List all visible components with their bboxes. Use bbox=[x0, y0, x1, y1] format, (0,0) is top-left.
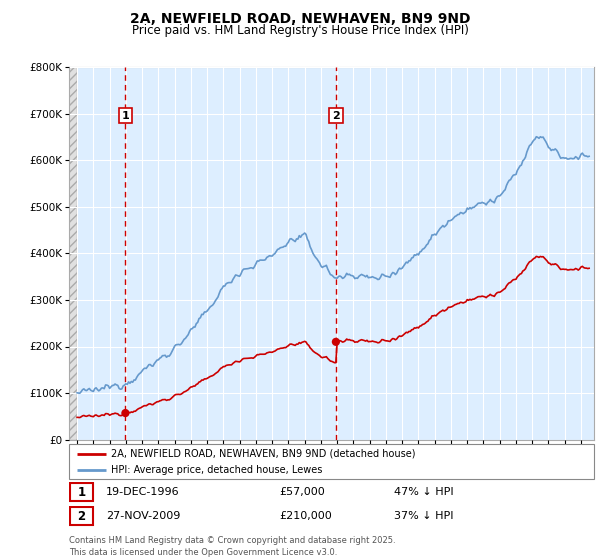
FancyBboxPatch shape bbox=[69, 444, 594, 479]
FancyBboxPatch shape bbox=[70, 507, 93, 525]
Text: HPI: Average price, detached house, Lewes: HPI: Average price, detached house, Lewe… bbox=[111, 465, 322, 475]
Text: Contains HM Land Registry data © Crown copyright and database right 2025.
This d: Contains HM Land Registry data © Crown c… bbox=[69, 536, 395, 557]
FancyBboxPatch shape bbox=[70, 483, 93, 501]
Text: 2: 2 bbox=[332, 111, 340, 120]
Point bbox=[331, 337, 341, 346]
Text: 37% ↓ HPI: 37% ↓ HPI bbox=[395, 511, 454, 521]
Text: 19-DEC-1996: 19-DEC-1996 bbox=[106, 487, 179, 497]
Text: 1: 1 bbox=[122, 111, 129, 120]
Text: 2A, NEWFIELD ROAD, NEWHAVEN, BN9 9ND: 2A, NEWFIELD ROAD, NEWHAVEN, BN9 9ND bbox=[130, 12, 470, 26]
Text: 2: 2 bbox=[77, 510, 86, 523]
Text: 1: 1 bbox=[77, 486, 86, 499]
Point bbox=[121, 409, 130, 418]
Text: Price paid vs. HM Land Registry's House Price Index (HPI): Price paid vs. HM Land Registry's House … bbox=[131, 24, 469, 36]
Text: £210,000: £210,000 bbox=[279, 511, 332, 521]
Text: 27-NOV-2009: 27-NOV-2009 bbox=[106, 511, 180, 521]
Text: £57,000: £57,000 bbox=[279, 487, 325, 497]
Text: 47% ↓ HPI: 47% ↓ HPI bbox=[395, 487, 454, 497]
Text: 2A, NEWFIELD ROAD, NEWHAVEN, BN9 9ND (detached house): 2A, NEWFIELD ROAD, NEWHAVEN, BN9 9ND (de… bbox=[111, 449, 415, 459]
